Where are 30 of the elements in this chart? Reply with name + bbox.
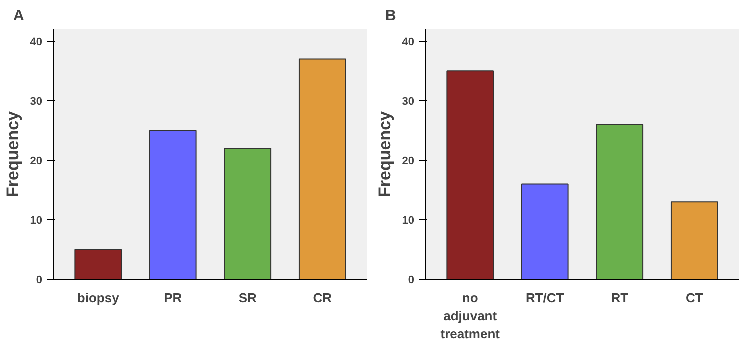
- y-tick-label: 30: [30, 96, 43, 108]
- x-tick-label: CT: [686, 290, 704, 306]
- bar: [596, 124, 644, 280]
- bar: [521, 184, 569, 280]
- y-tick-label: 40: [30, 36, 43, 48]
- y-tick-label: 0: [408, 274, 415, 286]
- y-tick-label: 0: [36, 274, 43, 286]
- y-tick-label: 10: [402, 214, 415, 227]
- bar: [670, 202, 718, 280]
- y-tick-label: 20: [30, 155, 43, 168]
- y-tick-label: 30: [402, 96, 415, 108]
- bar: [298, 58, 346, 280]
- x-tick-label: CR: [313, 290, 333, 306]
- x-tick-label: PR: [164, 290, 183, 306]
- x-tick-label: RT: [611, 290, 629, 306]
- y-axis-title: Frequency: [375, 110, 394, 198]
- chart-title: A: [14, 8, 24, 24]
- y-axis-title: Frequency: [3, 110, 22, 198]
- chart-title: B: [386, 8, 396, 24]
- bar: [224, 148, 272, 280]
- y-tick-label: 20: [402, 155, 415, 168]
- x-tick-label: RT/CT: [526, 290, 564, 306]
- bar: [446, 70, 494, 280]
- y-tick-label: 10: [30, 214, 43, 227]
- bar: [149, 130, 197, 280]
- y-tick-label: 40: [402, 36, 415, 48]
- x-tick-label: SR: [238, 290, 258, 306]
- x-tick-label: biopsy: [77, 290, 120, 306]
- bar: [74, 249, 122, 280]
- x-tick-label: no adjuvant treatment: [440, 290, 501, 342]
